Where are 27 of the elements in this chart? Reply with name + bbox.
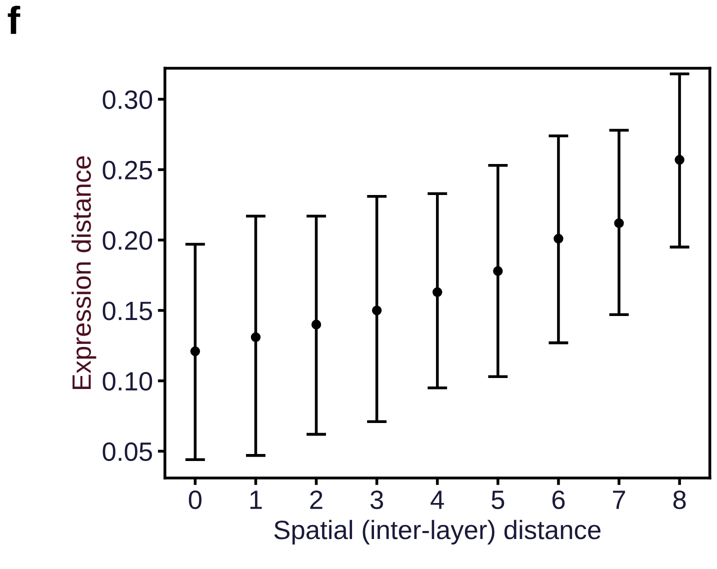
x-tick-label: 8 bbox=[673, 490, 686, 510]
point bbox=[190, 346, 200, 356]
x-tick-label: 4 bbox=[430, 490, 444, 509]
x-tick-label: 7 bbox=[613, 490, 626, 509]
point bbox=[674, 154, 684, 165]
point bbox=[432, 287, 442, 297]
x-tick-label: 0 bbox=[188, 490, 202, 510]
point bbox=[614, 218, 624, 228]
point bbox=[372, 306, 382, 316]
y-tick-label: 0.20 bbox=[102, 231, 152, 250]
point bbox=[250, 332, 261, 342]
y-tick-label: 0.10 bbox=[102, 372, 152, 391]
x-tick-label: 3 bbox=[370, 490, 383, 510]
point bbox=[554, 234, 564, 244]
x-tick-label: 1 bbox=[250, 490, 262, 509]
text: f bbox=[8, 6, 20, 34]
x-tick-label: 5 bbox=[492, 490, 504, 510]
y-tick-label: 0.30 bbox=[102, 90, 152, 110]
x-tick-label: 2 bbox=[310, 490, 322, 509]
x-tick-label: 6 bbox=[552, 490, 565, 510]
point bbox=[311, 320, 322, 330]
y-tick-label: 0.15 bbox=[102, 302, 152, 320]
y-tick-label: 0.05 bbox=[102, 442, 152, 462]
y-tick-label: 0.25 bbox=[102, 160, 152, 180]
y-axis-title: Expression distance bbox=[72, 156, 96, 390]
point bbox=[493, 266, 503, 276]
x-axis-title: Spatial (inter-layer) distance bbox=[274, 520, 600, 545]
